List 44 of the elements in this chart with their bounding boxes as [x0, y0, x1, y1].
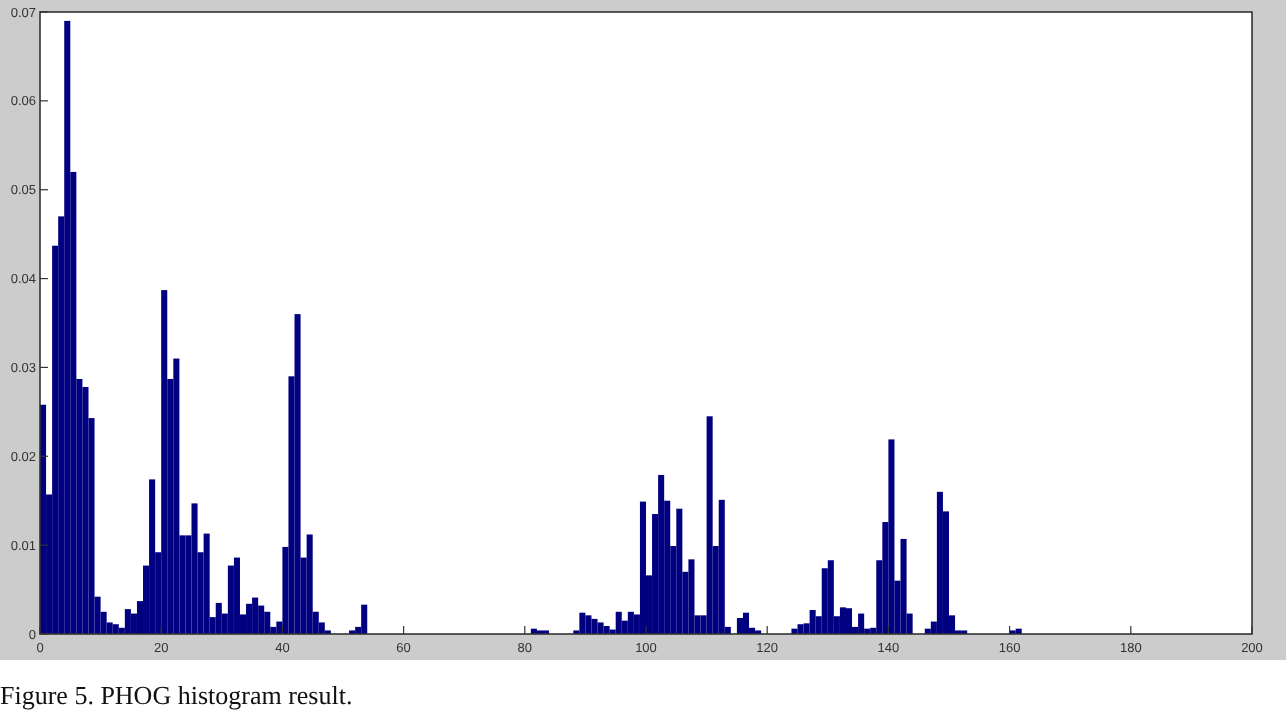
bar: [706, 416, 713, 634]
bar: [149, 479, 156, 634]
bar: [294, 314, 301, 634]
bar: [736, 618, 743, 634]
bar: [900, 538, 907, 634]
bar: [597, 622, 604, 634]
bar: [203, 533, 210, 634]
bar: [227, 565, 234, 634]
bar: [161, 290, 168, 634]
bar: [112, 624, 119, 634]
bar: [839, 607, 846, 634]
bar: [858, 613, 865, 634]
bar: [64, 20, 71, 634]
bar: [797, 624, 804, 634]
bar: [264, 611, 271, 634]
bar: [827, 560, 834, 634]
bar: [215, 602, 222, 634]
bar: [361, 604, 368, 634]
bar: [821, 568, 828, 634]
bar: [246, 603, 253, 634]
bar: [742, 612, 750, 634]
bar: [579, 612, 586, 634]
bar: [191, 503, 198, 634]
bar: [688, 559, 695, 634]
bar: [124, 609, 131, 634]
bar: [258, 605, 265, 634]
caption: Figure 5. PHOG histogram result.: [0, 680, 353, 710]
bar: [888, 439, 895, 634]
bar: [615, 611, 622, 634]
bar: [658, 474, 665, 634]
bar: [639, 501, 646, 634]
bar: [936, 491, 943, 634]
bar: [718, 499, 725, 634]
bar: [173, 358, 180, 634]
bar: [306, 534, 313, 634]
bar: [676, 508, 683, 634]
bar: [591, 618, 598, 634]
bar: [585, 615, 592, 634]
bar: [82, 386, 89, 634]
bar: [627, 611, 634, 634]
bar: [845, 608, 853, 634]
bar: [233, 557, 240, 634]
bar: [252, 597, 259, 634]
bar: [809, 610, 816, 634]
